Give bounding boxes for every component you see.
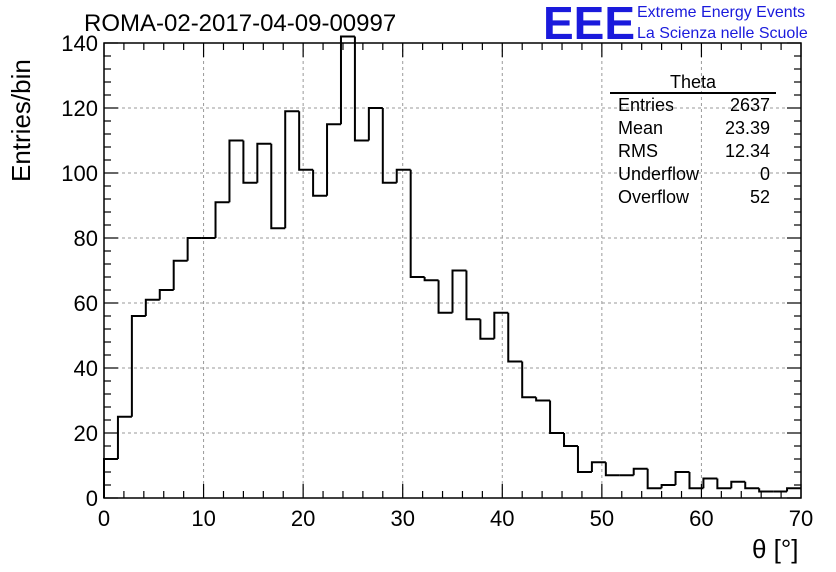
stats-label: Entries <box>618 95 675 115</box>
y-tick-label: 20 <box>74 421 98 446</box>
histogram-bin <box>451 269 467 313</box>
stats-row-underflow: Underflow 0 <box>610 163 776 186</box>
stats-row-mean: Mean 23.39 <box>610 117 776 140</box>
histogram-bin <box>688 472 704 490</box>
histogram-bin <box>674 471 690 485</box>
y-tick-label: 100 <box>61 161 98 186</box>
histogram-bin <box>521 361 537 399</box>
histogram-bin <box>409 169 425 278</box>
x-tick-label: 10 <box>191 506 215 531</box>
histogram-bin <box>465 270 481 321</box>
histogram-bin <box>228 139 244 203</box>
stats-box: Theta Entries 2637 Mean 23.39 RMS 12.34 … <box>610 72 776 209</box>
histogram-bin <box>744 481 760 490</box>
histogram-bin <box>716 478 732 490</box>
histogram-bin <box>507 312 523 363</box>
histogram-bin <box>479 319 495 340</box>
histogram-bin <box>214 201 230 238</box>
histogram-bin <box>116 415 132 459</box>
stats-row-overflow: Overflow 52 <box>610 186 776 209</box>
x-tick-label: 0 <box>98 506 110 531</box>
histogram-bin <box>158 289 174 300</box>
histogram-bin <box>786 487 801 492</box>
histogram-bin <box>130 315 146 417</box>
y-axis-label: Entries/bin <box>6 59 36 182</box>
stats-title: Theta <box>610 72 776 94</box>
stats-label: RMS <box>618 141 658 161</box>
histogram-bin <box>395 168 411 183</box>
histogram-bin <box>563 433 578 447</box>
stats-label: Underflow <box>618 164 700 184</box>
x-axis-label: θ [°] <box>752 534 799 564</box>
stats-value: 23.39 <box>724 118 770 138</box>
histogram-bin <box>144 298 160 316</box>
x-tick-label: 20 <box>291 506 315 531</box>
stats-value: 0 <box>759 164 770 184</box>
histogram-bin <box>423 277 439 282</box>
y-tick-label: 60 <box>74 291 98 316</box>
stats-label: Overflow <box>618 187 690 207</box>
logo-line-1: Extreme Energy Events <box>637 4 806 21</box>
histogram-series <box>103 35 801 498</box>
histogram-bin <box>353 36 369 142</box>
histogram-bin <box>172 259 188 290</box>
chart-title: ROMA-02-2017-04-09-00997 <box>84 10 397 37</box>
y-tick-label: 80 <box>74 226 98 251</box>
histogram-bin <box>549 400 565 434</box>
stats-value: 52 <box>749 187 770 207</box>
histogram-bin <box>576 446 592 473</box>
histogram-bin <box>326 123 341 196</box>
stats-row-entries: Entries 2637 <box>610 94 776 117</box>
stats-label: Mean <box>618 118 664 138</box>
eee-logo: EEE <box>543 0 636 49</box>
histogram-bin <box>660 484 676 489</box>
histogram-bin <box>367 107 383 141</box>
x-tick-label: 40 <box>490 506 514 531</box>
x-tick-label: 60 <box>689 506 713 531</box>
y-tick-label: 140 <box>61 31 98 56</box>
histogram-bin <box>284 110 300 229</box>
histogram-bin <box>256 142 272 183</box>
histogram-bin <box>730 480 746 489</box>
histogram-bin <box>632 467 648 476</box>
x-tick-label: 30 <box>390 506 414 531</box>
histogram-bin <box>270 143 286 230</box>
histogram-bin <box>437 280 453 314</box>
y-tick-label: 40 <box>74 356 98 381</box>
histogram-bin <box>312 169 328 197</box>
stats-value: 2637 <box>729 95 770 115</box>
histogram-bin <box>339 35 355 125</box>
histogram-bin <box>646 468 662 490</box>
stats-value: 12.34 <box>724 141 770 161</box>
tick-labels: 0 10 20 30 40 50 60 70 0 20 40 60 80 100 120 140 <box>61 31 813 531</box>
histogram-bin <box>590 461 606 472</box>
stats-row-rms: RMS 12.34 <box>610 140 776 163</box>
x-tick-label: 70 <box>789 506 813 531</box>
y-tick-label: 0 <box>86 486 98 511</box>
y-tick-label: 120 <box>61 96 98 121</box>
plot-frame <box>103 42 802 499</box>
histogram-bin <box>493 311 509 339</box>
histogram-bin <box>702 477 718 489</box>
histogram-bin <box>242 140 258 184</box>
axis-ticks <box>103 42 802 499</box>
histogram-bin <box>758 488 774 493</box>
logo-line-2: La Scienza nelle Scuole <box>637 25 808 42</box>
grid <box>104 43 801 498</box>
histogram-bin <box>381 108 397 184</box>
histogram-bin <box>604 462 620 477</box>
histogram-bin <box>535 397 551 402</box>
histogram-bin <box>298 111 314 171</box>
x-tick-label: 50 <box>590 506 614 531</box>
histogram-bin <box>186 237 202 261</box>
histogram-bin <box>103 458 118 498</box>
